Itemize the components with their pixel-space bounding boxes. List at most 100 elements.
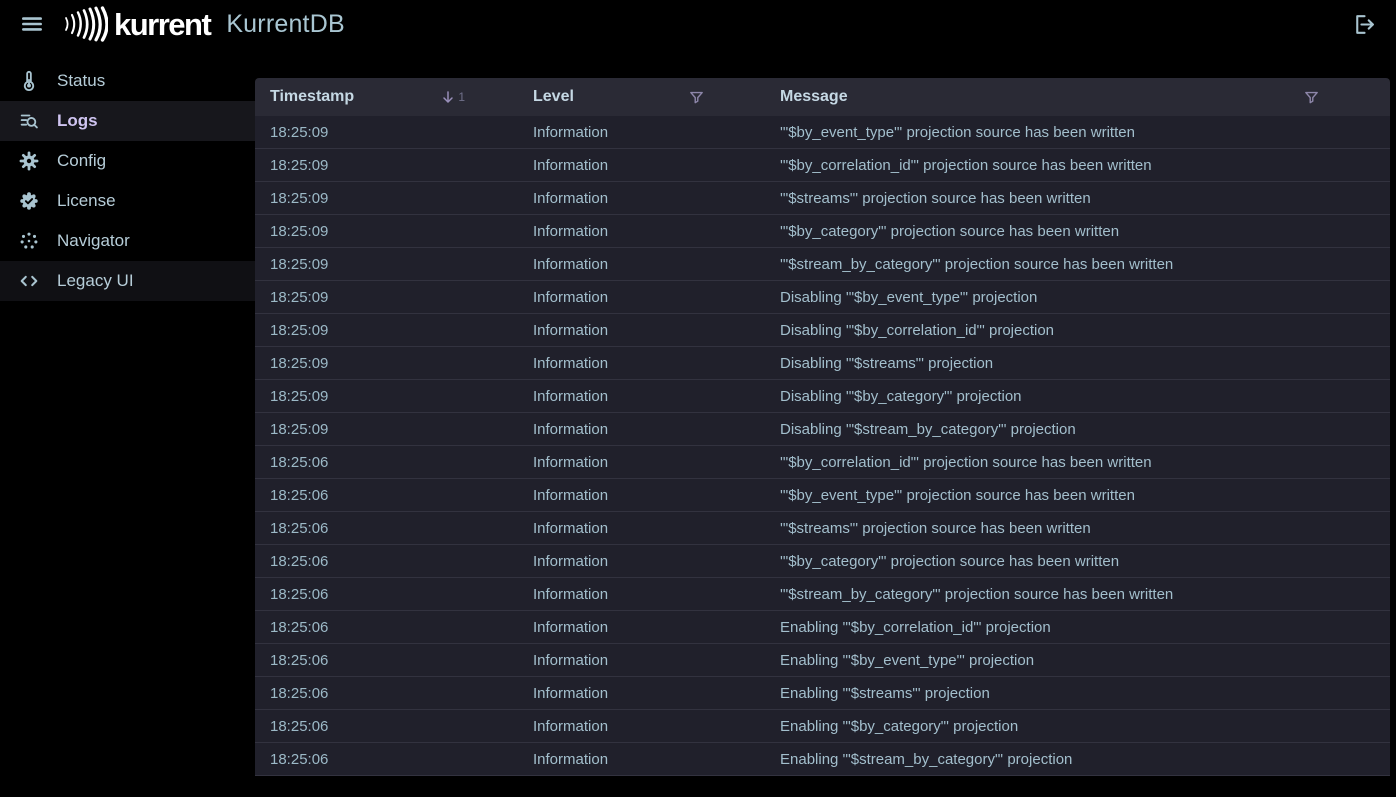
- row-timestamp: 18:25:06: [270, 651, 329, 669]
- table-row[interactable]: 18:25:09 Information Disabling '"$stream…: [255, 347, 1390, 380]
- table-row[interactable]: 18:25:09 Information '"$streams"' projec…: [255, 182, 1390, 215]
- row-level: Information: [533, 189, 609, 207]
- column-header-level[interactable]: Level: [520, 78, 767, 116]
- table-row[interactable]: 18:25:06 Information Enabling '"$by_even…: [255, 644, 1390, 677]
- navigator-dots-icon: [17, 229, 41, 253]
- row-message: '"$by_category"' projection source has b…: [780, 222, 1120, 240]
- table-body: 18:25:09 Information '"$by_event_type"' …: [255, 116, 1390, 776]
- column-header-message[interactable]: Message: [767, 78, 1390, 116]
- row-timestamp: 18:25:09: [270, 354, 329, 372]
- row-message: Disabling '"$stream_by_category"' projec…: [780, 420, 1076, 438]
- brand-wordmark: kurrent: [114, 6, 212, 42]
- sidebar-item-status[interactable]: Status: [0, 61, 255, 101]
- row-timestamp: 18:25:09: [270, 288, 329, 306]
- table-row[interactable]: 18:25:09 Information Disabling '"$by_eve…: [255, 281, 1390, 314]
- table-row[interactable]: 18:25:09 Information Disabling '"$stream…: [255, 413, 1390, 446]
- table-row[interactable]: 18:25:06 Information Enabling '"$by_cate…: [255, 710, 1390, 743]
- row-timestamp: 18:25:06: [270, 453, 329, 471]
- table-row[interactable]: 18:25:06 Information '"$streams"' projec…: [255, 512, 1390, 545]
- row-level: Information: [533, 255, 609, 273]
- menu-icon[interactable]: [16, 8, 48, 40]
- row-message: '"$by_correlation_id"' projection source…: [780, 156, 1152, 174]
- table-row[interactable]: 18:25:09 Information '"$by_category"' pr…: [255, 215, 1390, 248]
- row-message: '"$by_category"' projection source has b…: [780, 552, 1120, 570]
- code-brackets-icon: [17, 269, 41, 293]
- license-badge-icon: [17, 189, 41, 213]
- row-message: '"$stream_by_category"' projection sourc…: [780, 255, 1174, 273]
- sidebar-item-label: Config: [57, 151, 107, 170]
- sort-indicator[interactable]: 1: [440, 89, 465, 105]
- row-level: Information: [533, 156, 609, 174]
- table-row[interactable]: 18:25:06 Information '"$by_event_type"' …: [255, 479, 1390, 512]
- table-row[interactable]: 18:25:06 Information '"$by_correlation_i…: [255, 446, 1390, 479]
- row-level: Information: [533, 123, 609, 141]
- row-message: Enabling '"$stream_by_category"' project…: [780, 750, 1073, 768]
- row-level: Information: [533, 552, 609, 570]
- sidebar-item-license[interactable]: License: [0, 181, 255, 221]
- row-level: Information: [533, 486, 609, 504]
- filter-funnel-icon[interactable]: [688, 89, 705, 106]
- table-row[interactable]: 18:25:06 Information Enabling '"$by_corr…: [255, 611, 1390, 644]
- table-row[interactable]: 18:25:06 Information '"$by_category"' pr…: [255, 545, 1390, 578]
- row-level: Information: [533, 420, 609, 438]
- row-level: Information: [533, 321, 609, 339]
- column-label: Level: [533, 88, 574, 105]
- table-row[interactable]: 18:25:09 Information Disabling '"$by_cat…: [255, 380, 1390, 413]
- row-timestamp: 18:25:09: [270, 156, 329, 174]
- row-message: Enabling '"$streams"' projection: [780, 684, 990, 702]
- kurrent-logo: kurrent: [62, 6, 212, 42]
- sidebar-item-label: Status: [57, 71, 106, 90]
- row-timestamp: 18:25:06: [270, 684, 329, 702]
- row-message: '"$by_event_type"' projection source has…: [780, 123, 1135, 141]
- table-row[interactable]: 18:25:09 Information '"$by_event_type"' …: [255, 116, 1390, 149]
- row-level: Information: [533, 354, 609, 372]
- row-timestamp: 18:25:06: [270, 552, 329, 570]
- row-timestamp: 18:25:06: [270, 585, 329, 603]
- column-header-timestamp[interactable]: Timestamp 1: [255, 78, 520, 116]
- row-timestamp: 18:25:06: [270, 618, 329, 636]
- row-level: Information: [533, 288, 609, 306]
- row-level: Information: [533, 684, 609, 702]
- table-row[interactable]: 18:25:06 Information Enabling '"$stream_…: [255, 743, 1390, 776]
- row-message: '"$stream_by_category"' projection sourc…: [780, 585, 1174, 603]
- table-row[interactable]: 18:25:09 Information '"$by_correlation_i…: [255, 149, 1390, 182]
- row-message: '"$by_correlation_id"' projection source…: [780, 453, 1152, 471]
- row-message: Disabling '"$by_event_type"' projection: [780, 288, 1038, 306]
- table-row[interactable]: 18:25:06 Information Enabling '"$streams…: [255, 677, 1390, 710]
- kurrent-waves-logo: [65, 6, 108, 42]
- row-timestamp: 18:25:09: [270, 255, 329, 273]
- row-level: Information: [533, 453, 609, 471]
- row-timestamp: 18:25:06: [270, 519, 329, 537]
- table-row[interactable]: 18:25:06 Information '"$stream_by_catego…: [255, 578, 1390, 611]
- logout-icon[interactable]: [1346, 7, 1380, 41]
- gear-icon: [17, 149, 41, 173]
- sidebar-item-logs[interactable]: Logs: [0, 101, 255, 141]
- table-header: Timestamp 1 Level Message: [255, 78, 1390, 116]
- sidebar: Status Logs Config: [0, 48, 255, 301]
- sidebar-item-label: Logs: [57, 111, 98, 130]
- row-message: '"$streams"' projection source has been …: [780, 519, 1091, 537]
- table-row[interactable]: 18:25:09 Information '"$stream_by_catego…: [255, 248, 1390, 281]
- column-label: Message: [780, 88, 848, 105]
- row-timestamp: 18:25:06: [270, 486, 329, 504]
- sidebar-item-config[interactable]: Config: [0, 141, 255, 181]
- sidebar-item-label: Navigator: [57, 231, 130, 250]
- row-message: '"$streams"' projection source has been …: [780, 189, 1091, 207]
- row-level: Information: [533, 750, 609, 768]
- row-level: Information: [533, 618, 609, 636]
- row-message: Enabling '"$by_category"' projection: [780, 717, 1019, 735]
- sort-order: 1: [458, 90, 465, 104]
- row-timestamp: 18:25:09: [270, 123, 329, 141]
- row-message: Enabling '"$by_correlation_id"' projecti…: [780, 618, 1051, 636]
- row-level: Information: [533, 387, 609, 405]
- sidebar-item-legacy-ui[interactable]: Legacy UI: [0, 261, 255, 301]
- sidebar-item-navigator[interactable]: Navigator: [0, 221, 255, 261]
- row-level: Information: [533, 651, 609, 669]
- thermometer-icon: [17, 69, 41, 93]
- row-timestamp: 18:25:09: [270, 189, 329, 207]
- log-table: Timestamp 1 Level Message: [255, 78, 1390, 776]
- row-level: Information: [533, 585, 609, 603]
- table-row[interactable]: 18:25:09 Information Disabling '"$by_cor…: [255, 314, 1390, 347]
- row-timestamp: 18:25:06: [270, 750, 329, 768]
- filter-funnel-icon[interactable]: [1303, 89, 1320, 106]
